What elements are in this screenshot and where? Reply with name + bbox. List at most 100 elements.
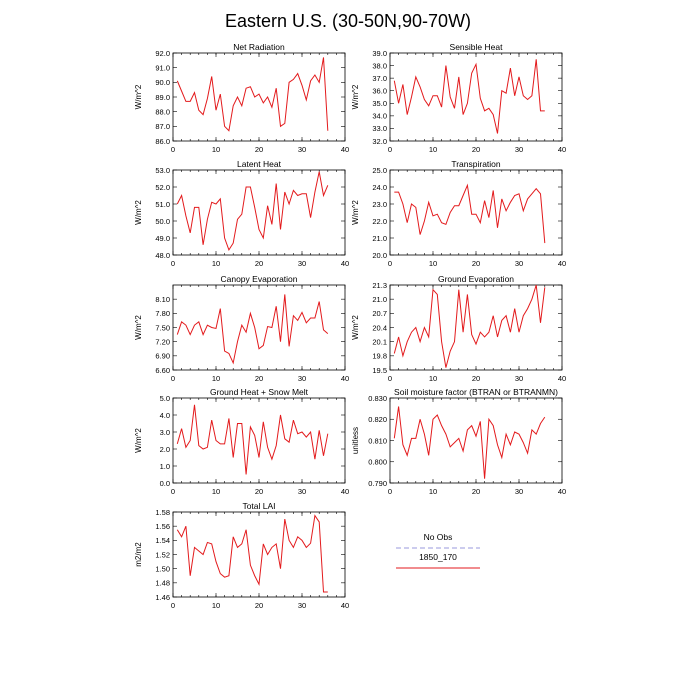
x-tick-label: 0 xyxy=(171,487,175,496)
panel-title: Transpiration xyxy=(451,159,501,169)
y-tick-label: 20.1 xyxy=(372,337,387,346)
legend: No Obs 1850_170 xyxy=(396,532,480,569)
x-tick-label: 40 xyxy=(341,374,349,383)
x-tick-label: 10 xyxy=(212,601,220,610)
series-line xyxy=(176,514,328,593)
y-tick-label: 1.54 xyxy=(155,536,170,545)
x-tick-label: 30 xyxy=(298,259,306,268)
y-tick-label: 2.0 xyxy=(160,445,170,454)
series-line xyxy=(393,284,546,368)
x-tick-label: 20 xyxy=(472,145,480,154)
y-tick-label: 1.46 xyxy=(155,593,170,602)
x-tick-label: 40 xyxy=(558,374,566,383)
y-tick-label: 34.0 xyxy=(372,112,387,121)
panel-title: Canopy Evaporation xyxy=(220,274,297,284)
y-tick-label: 36.0 xyxy=(372,87,387,96)
series-line xyxy=(176,404,329,475)
x-tick-label: 30 xyxy=(298,601,306,610)
y-tick-label: 89.0 xyxy=(155,93,170,102)
panel-title: Sensible Heat xyxy=(450,42,504,52)
y-tick-label: 91.0 xyxy=(155,63,170,72)
x-tick-label: 10 xyxy=(212,145,220,154)
y-tick-label: 19.5 xyxy=(372,366,387,375)
x-tick-label: 30 xyxy=(515,487,523,496)
panel-2: Latent Heat W/m^2 0 10 20 30 40 48.0 49.0 50.0 51.… xyxy=(134,159,349,268)
y-tick-label: 87.0 xyxy=(155,122,170,131)
y-tick-label: 20.4 xyxy=(372,323,387,332)
y-tick-label: 48.0 xyxy=(155,251,170,260)
panel-title: Total LAI xyxy=(242,501,275,511)
panel-5: Ground Evaporation W/m^2 0 10 20 30 40 19.5 19.8… xyxy=(351,274,566,383)
y-tick-label: 4.0 xyxy=(160,411,170,420)
panel-3: Transpiration W/m^2 0 10 20 30 40 20.0 21.0 22.0 2… xyxy=(351,159,566,268)
y-tick-label: 1.48 xyxy=(155,579,170,588)
y-tick-label: 51.0 xyxy=(155,200,170,209)
panel-title: Latent Heat xyxy=(237,159,282,169)
y-tick-label: 50.0 xyxy=(155,217,170,226)
y-axis-label: W/m^2 xyxy=(134,315,143,340)
y-tick-label: 22.0 xyxy=(372,217,387,226)
y-axis-label: W/m^2 xyxy=(351,315,360,340)
y-tick-label: 6.60 xyxy=(155,366,170,375)
figure-title: Eastern U.S. (30-50N,90-70W) xyxy=(225,11,471,31)
panel-7: Soil moisture factor (BTRAN or BTRANMN) u… xyxy=(351,387,566,496)
series-line xyxy=(393,59,545,134)
panel-title: Soil moisture factor (BTRAN or BTRANMN) xyxy=(394,387,558,397)
y-tick-label: 0.810 xyxy=(368,436,387,445)
x-tick-label: 10 xyxy=(212,487,220,496)
y-tick-label: 7.50 xyxy=(155,323,170,332)
y-tick-label: 33.0 xyxy=(372,124,387,133)
y-tick-label: 32.0 xyxy=(372,137,387,146)
x-tick-label: 30 xyxy=(298,145,306,154)
y-tick-label: 1.56 xyxy=(155,522,170,531)
x-tick-label: 40 xyxy=(558,259,566,268)
y-axis-label: W/m^2 xyxy=(134,84,143,109)
y-axis-label: W/m^2 xyxy=(134,200,143,225)
x-tick-label: 10 xyxy=(429,374,437,383)
x-tick-label: 20 xyxy=(472,259,480,268)
x-tick-label: 10 xyxy=(212,259,220,268)
y-tick-label: 20.0 xyxy=(372,251,387,260)
x-tick-label: 10 xyxy=(429,145,437,154)
series-line xyxy=(176,294,329,365)
panel-8: Total LAI m2/m2 0 10 20 30 40 1.46 1.48 1.50 1.52 1… xyxy=(134,501,349,610)
y-tick-label: 1.0 xyxy=(160,462,170,471)
y-tick-label: 0.830 xyxy=(368,394,387,403)
panel-6: Ground Heat + Snow Melt W/m^2 0 10 20 30 40 0.0… xyxy=(134,387,349,496)
y-tick-label: 53.0 xyxy=(155,166,170,175)
y-tick-label: 38.0 xyxy=(372,61,387,70)
x-tick-label: 20 xyxy=(255,145,263,154)
x-tick-label: 40 xyxy=(341,259,349,268)
y-tick-label: 88.0 xyxy=(155,107,170,116)
x-tick-label: 30 xyxy=(298,374,306,383)
y-tick-label: 0.790 xyxy=(368,479,387,488)
plot-frame xyxy=(172,397,346,484)
panel-title: Ground Evaporation xyxy=(438,274,514,284)
panel-title: Net Radiation xyxy=(233,42,285,52)
y-tick-label: 6.90 xyxy=(155,352,170,361)
series-line xyxy=(393,406,546,479)
series-line xyxy=(394,183,546,244)
x-tick-label: 20 xyxy=(255,487,263,496)
series-line xyxy=(176,171,329,252)
y-tick-label: 5.0 xyxy=(160,394,170,403)
x-tick-label: 0 xyxy=(171,259,175,268)
y-tick-label: 21.0 xyxy=(372,295,387,304)
x-tick-label: 0 xyxy=(388,487,392,496)
y-tick-label: 0.800 xyxy=(368,458,387,467)
y-axis-label: W/m^2 xyxy=(134,428,143,453)
y-tick-label: 21.3 xyxy=(372,281,387,290)
y-tick-label: 0.820 xyxy=(368,415,387,424)
y-tick-label: 90.0 xyxy=(155,78,170,87)
y-tick-label: 37.0 xyxy=(372,74,387,83)
y-tick-label: 1.52 xyxy=(155,550,170,559)
y-tick-label: 39.0 xyxy=(372,49,387,58)
plot-frame xyxy=(389,397,563,484)
y-tick-label: 1.58 xyxy=(155,508,170,517)
x-tick-label: 20 xyxy=(472,374,480,383)
y-tick-label: 7.20 xyxy=(155,337,170,346)
x-tick-label: 30 xyxy=(515,374,523,383)
y-axis-label: m2/m2 xyxy=(134,542,143,567)
panel-0: Net Radiation W/m^2 0 10 20 30 40 86.0 87.0 88.0 8… xyxy=(134,42,349,154)
